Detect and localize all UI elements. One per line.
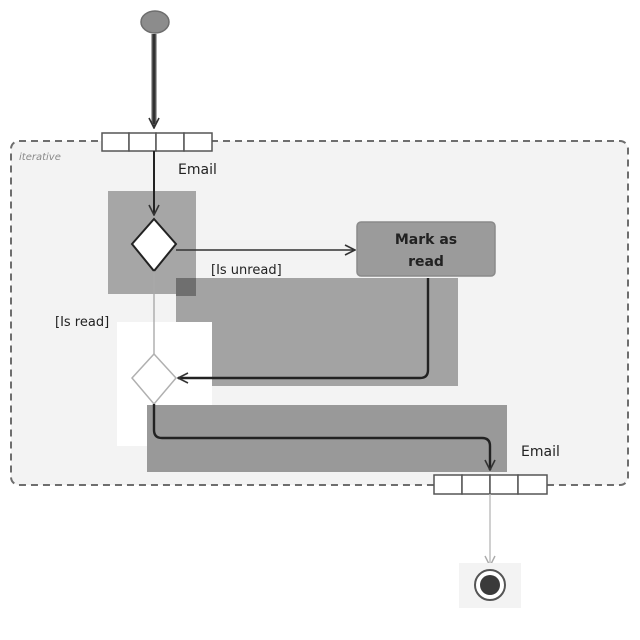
action-label-line2: read <box>408 254 444 270</box>
output-pin-box-3 <box>489 474 519 495</box>
output-pin <box>433 474 548 495</box>
guard-unread-label: [Is unread] <box>211 263 282 278</box>
input-pin-box-4 <box>183 132 213 152</box>
input-pin-box-1 <box>101 132 130 152</box>
region-label: iterative <box>19 152 61 163</box>
highlight-loop-area <box>176 278 458 386</box>
action-mark-as-read <box>356 221 496 277</box>
edge-action-to-merge <box>178 278 430 378</box>
input-pin <box>101 132 213 152</box>
action-label-line1: Mark as <box>395 232 457 248</box>
output-pin-label: Email <box>521 444 560 460</box>
input-pin-box-2 <box>128 132 157 152</box>
output-pin-box-4 <box>517 474 548 495</box>
input-pin-label: Email <box>178 162 217 178</box>
output-pin-box-1 <box>433 474 463 495</box>
final-node <box>474 569 506 601</box>
guard-read-label: [Is read] <box>55 315 109 330</box>
initial-node <box>140 10 170 34</box>
highlight-small-square <box>176 278 196 296</box>
input-pin-box-3 <box>155 132 185 152</box>
edge-merge-to-output <box>152 404 490 470</box>
final-node-inner <box>480 575 500 595</box>
output-pin-box-2 <box>461 474 491 495</box>
